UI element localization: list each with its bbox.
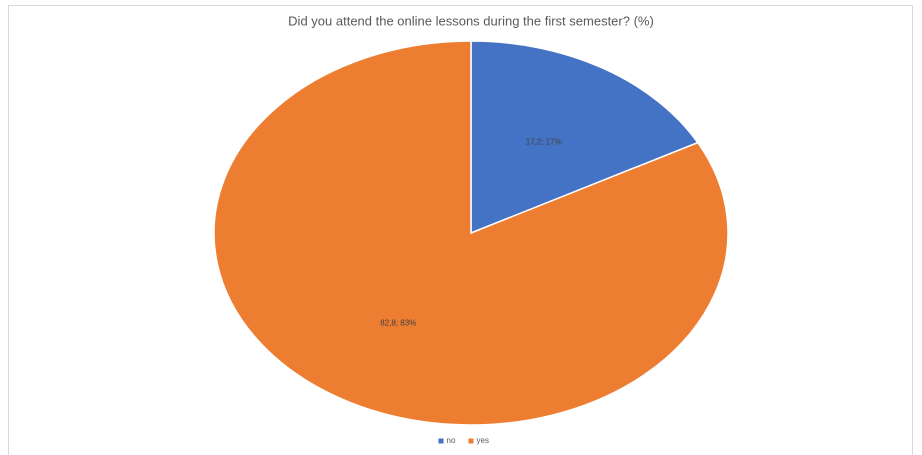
legend-marker bbox=[468, 438, 474, 444]
chart-title: Did you attend the online lessons during… bbox=[288, 13, 654, 28]
pie-slice bbox=[470, 40, 699, 235]
legend-label: no bbox=[447, 436, 456, 445]
data-label: 82,8; 83% bbox=[380, 319, 416, 328]
data-label: 17,2; 17% bbox=[526, 138, 562, 147]
legend-label: yes bbox=[477, 436, 489, 445]
pie-slice bbox=[213, 40, 729, 426]
legend-marker bbox=[438, 438, 444, 444]
